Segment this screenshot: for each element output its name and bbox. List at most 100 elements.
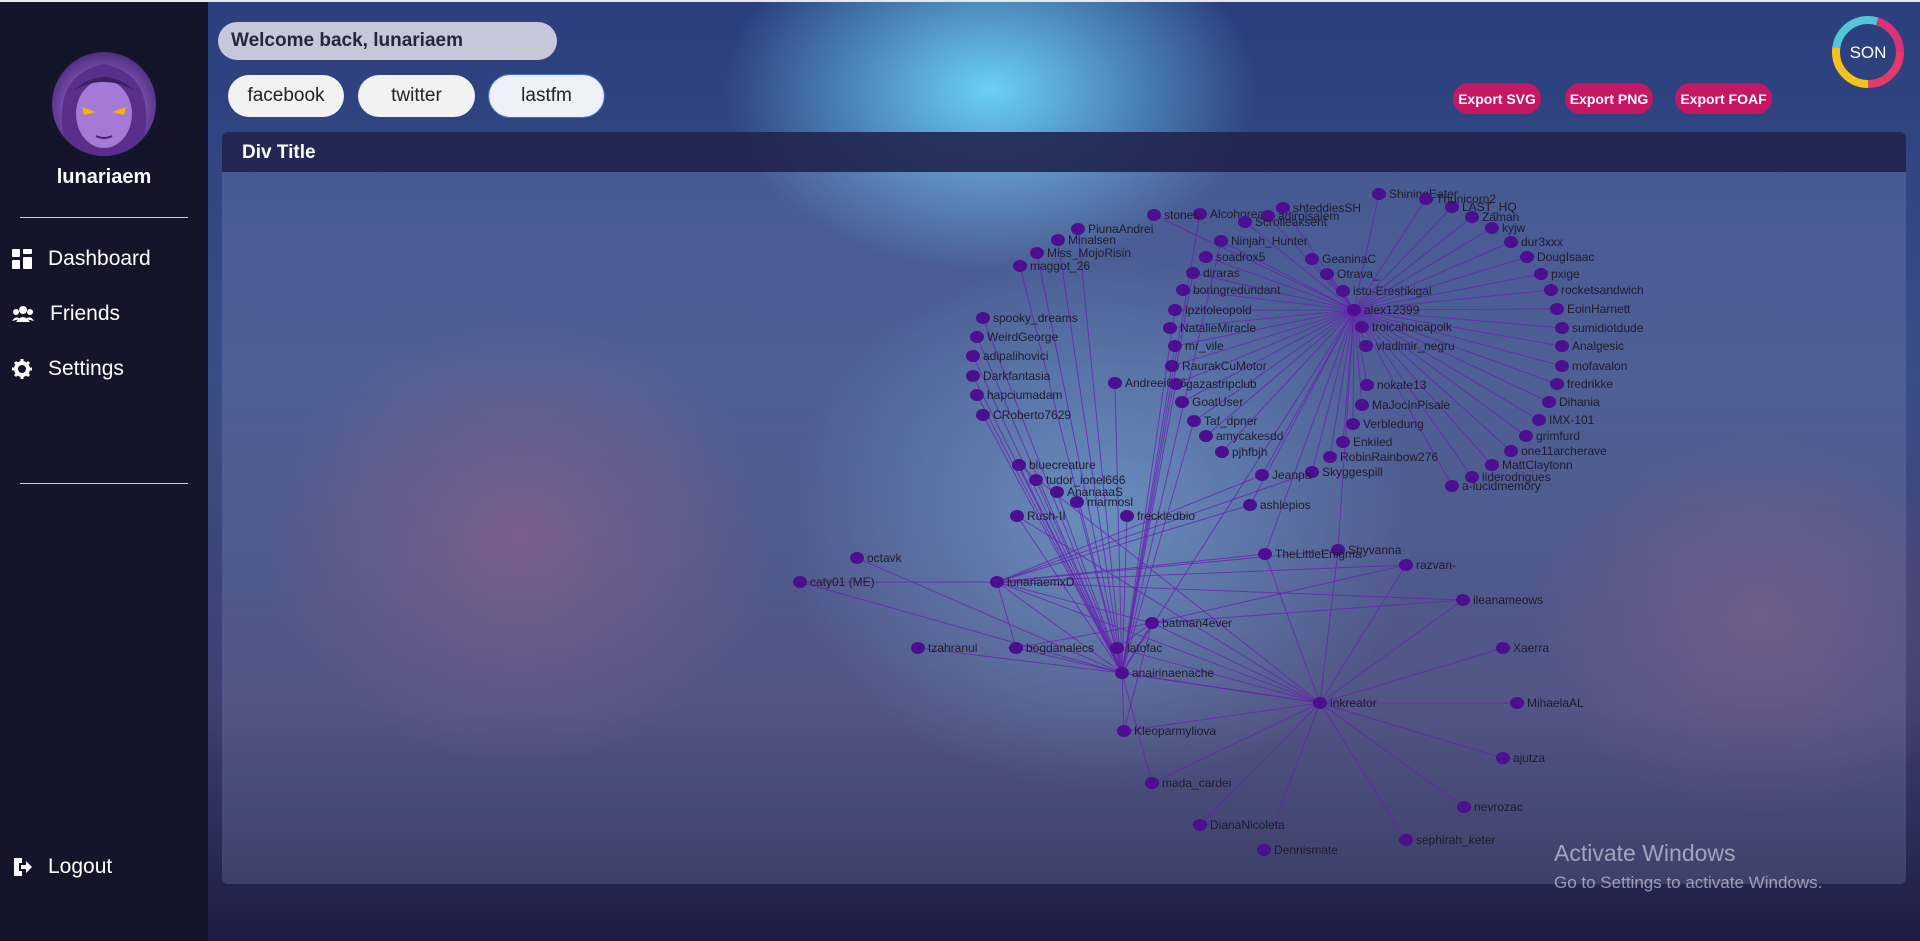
graph-node[interactable]: Rush-II <box>1010 509 1066 523</box>
export-png-button[interactable]: Export PNG <box>1565 83 1653 114</box>
graph-node[interactable]: grimfurd <box>1519 429 1580 443</box>
graph-node[interactable]: tudor_ionel666 <box>1029 473 1126 487</box>
graph-node[interactable]: EoinHarnett <box>1550 302 1631 316</box>
node-dot[interactable] <box>1013 260 1027 272</box>
graph-node[interactable]: Otrava_ <box>1320 267 1380 281</box>
node-dot[interactable] <box>1336 436 1350 448</box>
graph-node[interactable]: sumidiotdude <box>1555 321 1644 335</box>
graph-node[interactable]: freckledbio <box>1120 509 1195 523</box>
node-dot[interactable] <box>1258 548 1272 560</box>
graph-node[interactable]: maggot_26 <box>1013 259 1090 273</box>
graph-node[interactable]: liderodrigues <box>1465 470 1551 484</box>
node-dot[interactable] <box>1336 285 1350 297</box>
node-dot[interactable] <box>1147 209 1161 221</box>
graph-node[interactable]: amycakesdd <box>1199 429 1283 443</box>
graph-node[interactable]: MihaelaAL <box>1510 696 1584 710</box>
graph-node[interactable]: inkreator <box>1313 696 1377 710</box>
node-dot[interactable] <box>1187 415 1201 427</box>
node-dot[interactable] <box>1485 459 1499 471</box>
node-dot[interactable] <box>1009 642 1023 654</box>
graph-node[interactable]: Skyggespill <box>1305 465 1383 479</box>
graph-node[interactable]: lunariaemxD <box>990 575 1075 589</box>
node-dot[interactable] <box>1120 510 1134 522</box>
tab-twitter[interactable]: twitter <box>358 75 475 117</box>
sidebar-item-settings[interactable]: Settings <box>12 354 124 384</box>
graph-node[interactable]: anairinaenache <box>1115 666 1214 680</box>
node-dot[interactable] <box>1504 236 1518 248</box>
node-dot[interactable] <box>1360 379 1374 391</box>
sidebar-item-friends[interactable]: Friends <box>12 299 120 329</box>
node-dot[interactable] <box>1555 340 1569 352</box>
graph-node[interactable]: CRoberto7629 <box>976 408 1071 422</box>
graph-node[interactable]: bluecreature <box>1012 458 1096 472</box>
graph-node[interactable]: Taf_dpner <box>1187 414 1257 428</box>
friend-network-graph[interactable]: octavk caty01 (ME) tzahranul lunariaemxD bog… <box>222 172 1906 884</box>
graph-node[interactable]: Shyvanna <box>1331 543 1402 557</box>
node-dot[interactable] <box>1176 284 1190 296</box>
node-dot[interactable] <box>1163 322 1177 334</box>
graph-node[interactable]: Jeanpa <box>1255 468 1312 482</box>
node-dot[interactable] <box>1555 322 1569 334</box>
node-dot[interactable] <box>1257 844 1271 856</box>
node-dot[interactable] <box>1029 474 1043 486</box>
node-dot[interactable] <box>1145 617 1159 629</box>
node-dot[interactable] <box>1485 222 1499 234</box>
node-dot[interactable] <box>850 552 864 564</box>
node-dot[interactable] <box>1214 235 1228 247</box>
graph-node[interactable]: Dihania <box>1542 395 1600 409</box>
graph-node[interactable]: Verbledung <box>1346 417 1424 431</box>
graph-node[interactable]: pjhfbjh <box>1215 445 1267 459</box>
node-dot[interactable] <box>1030 247 1044 259</box>
node-dot[interactable] <box>1445 480 1459 492</box>
export-foaf-button[interactable]: Export FOAF <box>1675 83 1772 114</box>
graph-node[interactable]: Kleoparmyliova <box>1117 724 1216 738</box>
graph-node[interactable]: TheLittleEnigma <box>1258 547 1362 561</box>
graph-node[interactable]: one11archerave <box>1504 444 1607 458</box>
node-dot[interactable] <box>1550 378 1564 390</box>
node-dot[interactable] <box>1169 378 1183 390</box>
tab-lastfm[interactable]: lastfm <box>488 74 605 118</box>
node-dot[interactable] <box>970 331 984 343</box>
node-dot[interactable] <box>1542 396 1556 408</box>
node-dot[interactable] <box>1215 446 1229 458</box>
graph-node[interactable]: stones <box>1147 208 1199 222</box>
node-dot[interactable] <box>1168 340 1182 352</box>
graph-node[interactable]: latofac <box>1110 641 1162 655</box>
node-dot[interactable] <box>793 576 807 588</box>
node-dot[interactable] <box>1355 321 1369 333</box>
node-dot[interactable] <box>1331 544 1345 556</box>
node-dot[interactable] <box>1199 251 1213 263</box>
graph-node[interactable]: Dennismate <box>1257 843 1338 857</box>
graph-node[interactable]: ashlepios <box>1243 498 1311 512</box>
graph-node[interactable]: RobinRainbow276 <box>1323 450 1438 464</box>
node-dot[interactable] <box>1145 777 1159 789</box>
graph-node[interactable]: mofavalon <box>1555 359 1627 373</box>
graph-node[interactable]: istu-Ereshkigal <box>1336 284 1432 298</box>
node-dot[interactable] <box>1372 188 1386 200</box>
node-dot[interactable] <box>1305 253 1319 265</box>
node-dot[interactable] <box>1070 496 1084 508</box>
graph-node[interactable]: mada_cardei <box>1145 776 1231 790</box>
graph-node[interactable]: hapciumadam <box>970 388 1062 402</box>
graph-node[interactable]: DougIsaac <box>1520 250 1594 264</box>
graph-node[interactable]: ajutza <box>1496 751 1545 765</box>
node-dot[interactable] <box>1305 466 1319 478</box>
node-dot[interactable] <box>1320 268 1334 280</box>
node-dot[interactable] <box>1313 697 1327 709</box>
graph-node[interactable]: MaJocInPisale <box>1355 398 1450 412</box>
graph-node[interactable]: batman4ever <box>1145 616 1232 630</box>
graph-node[interactable]: razvan- <box>1399 558 1456 572</box>
node-dot[interactable] <box>1496 642 1510 654</box>
node-dot[interactable] <box>1534 268 1548 280</box>
graph-node[interactable]: kyjw <box>1485 221 1526 235</box>
node-dot[interactable] <box>1199 430 1213 442</box>
node-dot[interactable] <box>976 409 990 421</box>
graph-node[interactable]: mr_vile <box>1168 339 1224 353</box>
graph-node[interactable]: nevrozac <box>1457 800 1523 814</box>
node-dot[interactable] <box>1399 834 1413 846</box>
node-dot[interactable] <box>1504 445 1518 457</box>
node-dot[interactable] <box>1496 752 1510 764</box>
node-dot[interactable] <box>1050 486 1064 498</box>
graph-node[interactable]: a-lucidmemory <box>1445 479 1541 493</box>
node-dot[interactable] <box>1465 471 1479 483</box>
